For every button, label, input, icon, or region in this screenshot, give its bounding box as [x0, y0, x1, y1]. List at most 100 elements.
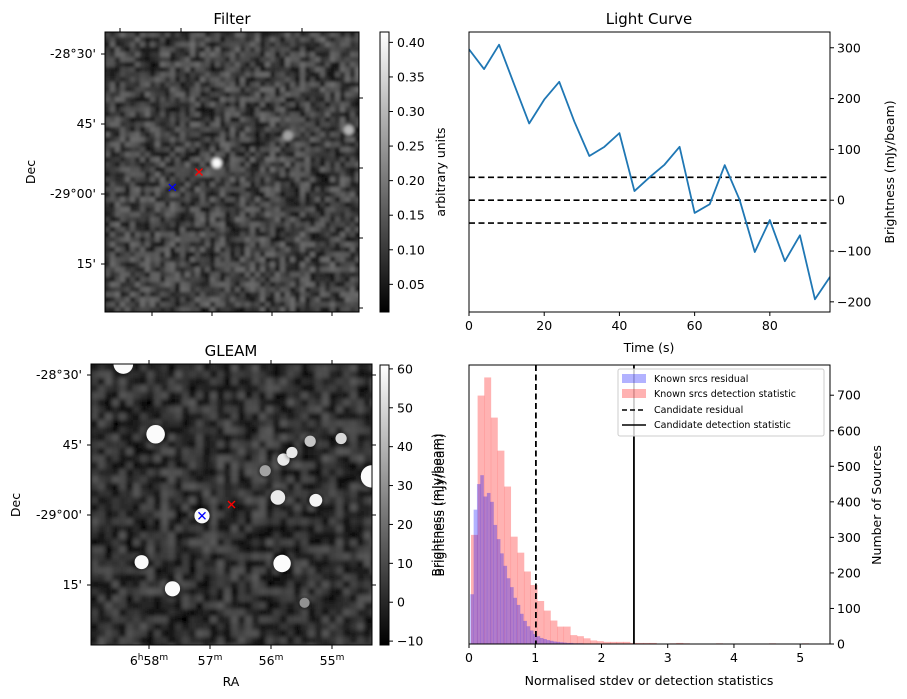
x-tick-label: 5	[796, 650, 804, 665]
gleam-ra-tick: 55m	[320, 653, 345, 668]
histogram-bar	[570, 635, 578, 644]
histogram-bar	[563, 642, 567, 644]
colorbar-tick-label: 30	[397, 478, 413, 493]
gleam-ra-tick: 56m	[259, 653, 284, 668]
legend-label: Known srcs detection statistic	[654, 389, 796, 400]
light-curve-ylabel: Brightness (mJy/beam)	[882, 100, 897, 243]
colorbar-tick-label: 0.20	[397, 173, 425, 188]
histogram-bar	[486, 492, 491, 644]
gleam-dec-tick: -29°00'	[36, 507, 82, 522]
y-tick-label: 600	[837, 423, 861, 438]
y-tick-label: 700	[837, 388, 861, 403]
histogram-frame	[468, 364, 831, 645]
colorbar-tick-label: −10	[397, 634, 423, 649]
x-tick-label: 20	[536, 318, 552, 333]
filter-image	[105, 32, 359, 312]
x-tick-label: 40	[611, 318, 627, 333]
histogram-bar	[616, 641, 624, 644]
x-tick-label: 2	[598, 650, 606, 665]
histogram-bar	[576, 636, 584, 644]
radio-source	[146, 424, 165, 444]
candidate-marker	[227, 500, 236, 509]
colorbar-tick-label: 0.15	[397, 208, 425, 223]
gleam-dec-tick: -28°30'	[36, 367, 82, 382]
filter-dec-tick: 45'	[77, 116, 96, 131]
known-source-marker	[198, 511, 206, 520]
histogram-bar	[566, 642, 570, 644]
histogram-bar	[636, 642, 644, 644]
histogram-bar	[556, 641, 561, 644]
filter-ylabel: Dec	[23, 160, 38, 184]
histogram-bar	[676, 642, 684, 644]
light-curve-title: Light Curve	[606, 10, 692, 28]
radio-source	[360, 465, 372, 488]
colorbar-tick-label: 60	[397, 361, 413, 376]
y-tick-label: 300	[837, 530, 861, 545]
light-curve-xlabel: Time (s)	[623, 340, 675, 355]
histogram-bar	[549, 640, 554, 644]
histogram-bar	[543, 610, 551, 644]
radio-source	[299, 597, 310, 608]
colorbar-tick-label: 20	[397, 517, 413, 532]
y-tick-label: 0	[837, 193, 845, 208]
gleam-dec-tick: 45'	[63, 437, 82, 452]
histogram-xlabel: Normalised stdev or detection statistics	[525, 673, 774, 688]
filter-frame-ticks	[101, 28, 363, 316]
legend-box	[617, 368, 825, 437]
histogram-bar	[523, 620, 527, 644]
histogram-bar	[590, 640, 598, 644]
filter-dec-tick: -28°30'	[50, 46, 96, 61]
histogram-bar	[477, 395, 485, 644]
histogram-bar	[530, 585, 538, 644]
histogram-bar	[559, 642, 564, 644]
legend-swatch-residual	[622, 374, 646, 383]
histogram-bar	[504, 486, 512, 644]
histogram-bar	[470, 534, 478, 644]
colorbar-tick-label: 0.25	[397, 139, 425, 154]
histogram-bar	[513, 597, 517, 644]
gleam-image-sources	[111, 364, 372, 610]
bright-spot	[282, 130, 293, 141]
y-tick-label: 100	[837, 601, 861, 616]
histogram-bar	[510, 587, 514, 644]
histogram-bar	[543, 639, 547, 644]
y-tick-label: −100	[837, 244, 871, 259]
known-source-marker	[168, 183, 177, 192]
gleam-panel: GLEAM -28°30' 45' -29°00' 15' 6h58m 57m	[8, 342, 444, 689]
histogram-bar	[539, 637, 544, 644]
histogram-bar	[533, 634, 537, 644]
radio-source	[304, 435, 316, 447]
legend-label: Candidate detection statistic	[654, 420, 791, 431]
filter-dec-tick: 15'	[77, 256, 96, 271]
colorbar-tick-label: 0.05	[397, 277, 425, 292]
radio-source	[309, 493, 323, 507]
histogram-panel: 0 1 2 3 4 5 0 100 200 300 400 500 600 700 Normalised…	[432, 364, 884, 688]
colorbar-tick-label: 0.35	[397, 69, 425, 84]
filter-dec-ticks: -28°30' 45' -29°00' 15'	[50, 46, 96, 271]
filter-colorbar	[379, 31, 390, 313]
histogram-bar	[480, 475, 484, 644]
bright-spot	[343, 125, 354, 135]
legend-swatch-detection	[622, 389, 646, 398]
histogram-bar	[470, 594, 474, 644]
histogram-bar	[490, 417, 498, 644]
histogram-bar	[643, 642, 651, 644]
x-tick-label: 1	[531, 650, 539, 665]
gleam-dec-ticks: -28°30' 45' -29°00' 15'	[36, 367, 82, 592]
histogram-bar	[517, 552, 525, 644]
colorbar-tick-label: 50	[397, 400, 413, 415]
colorbar-tick-label: 0.40	[397, 35, 425, 50]
histogram-bar	[536, 636, 541, 644]
colorbar-tick-label: 10	[397, 556, 413, 571]
y-tick-label: 300	[837, 40, 861, 55]
radio-source	[286, 446, 298, 459]
radio-source	[113, 364, 134, 374]
histogram-left-ylabel: Brightness (mJy/beam)	[432, 433, 447, 576]
filter-panel: Filter -28°30' 45' -29°00' 15' Dec 0.050…	[23, 10, 448, 316]
colorbar-tick-label: 40	[397, 439, 413, 454]
bright-spot	[211, 158, 222, 169]
histogram-bar	[529, 630, 534, 644]
histogram-bar	[493, 524, 498, 644]
gleam-colorbar-label: Brightness (mJy/beam)	[429, 433, 444, 576]
candidate-marker	[195, 168, 203, 176]
